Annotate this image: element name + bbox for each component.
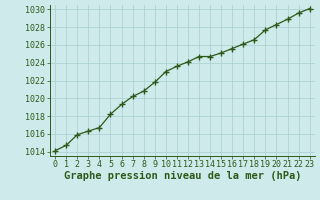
X-axis label: Graphe pression niveau de la mer (hPa): Graphe pression niveau de la mer (hPa) [64,171,301,181]
